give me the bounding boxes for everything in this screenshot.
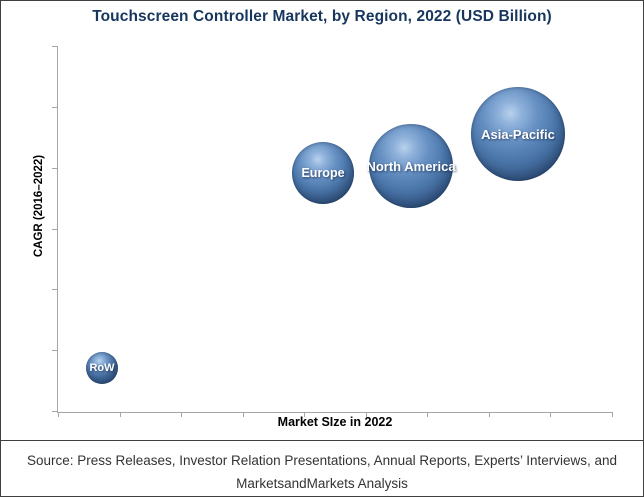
bubble-europe: Europe — [292, 142, 354, 204]
x-tick — [304, 413, 305, 417]
x-tick — [181, 413, 182, 417]
x-tick — [366, 413, 367, 417]
y-tick — [52, 229, 57, 230]
x-tick — [427, 413, 428, 417]
y-tick — [52, 168, 57, 169]
y-tick — [52, 107, 57, 108]
source-section: Source: Press Releases, Investor Relatio… — [1, 440, 643, 496]
y-tick — [52, 350, 57, 351]
y-tick — [52, 289, 57, 290]
bubble-label: Europe — [301, 166, 345, 180]
x-axis-line — [57, 412, 613, 413]
bubble-north-america: North America — [366, 124, 456, 208]
bubble-label: North America — [366, 158, 456, 174]
y-axis-line — [57, 46, 58, 412]
source-note: Source: Press Releases, Investor Relatio… — [26, 453, 618, 491]
bubble-label: RoW — [89, 362, 115, 374]
bubble-asia-pacific: Asia-Pacific — [471, 87, 565, 181]
x-tick — [612, 413, 613, 417]
x-tick — [243, 413, 244, 417]
plot-area: CAGR (2016–2022) Market SIze in 2022 Asi… — [1, 1, 643, 442]
x-tick — [58, 413, 59, 417]
x-tick — [489, 413, 490, 417]
bubble-label: Asia-Pacific — [481, 126, 555, 142]
x-tick — [120, 413, 121, 417]
y-axis-label: CAGR (2016–2022) — [33, 154, 45, 258]
bubble-row: RoW — [86, 352, 118, 384]
y-tick — [52, 411, 57, 412]
x-tick — [550, 413, 551, 417]
y-tick — [52, 46, 57, 47]
x-axis-label: Market SIze in 2022 — [277, 415, 393, 429]
chart-title: Touchscreen Controller Market, by Region… — [92, 8, 552, 25]
